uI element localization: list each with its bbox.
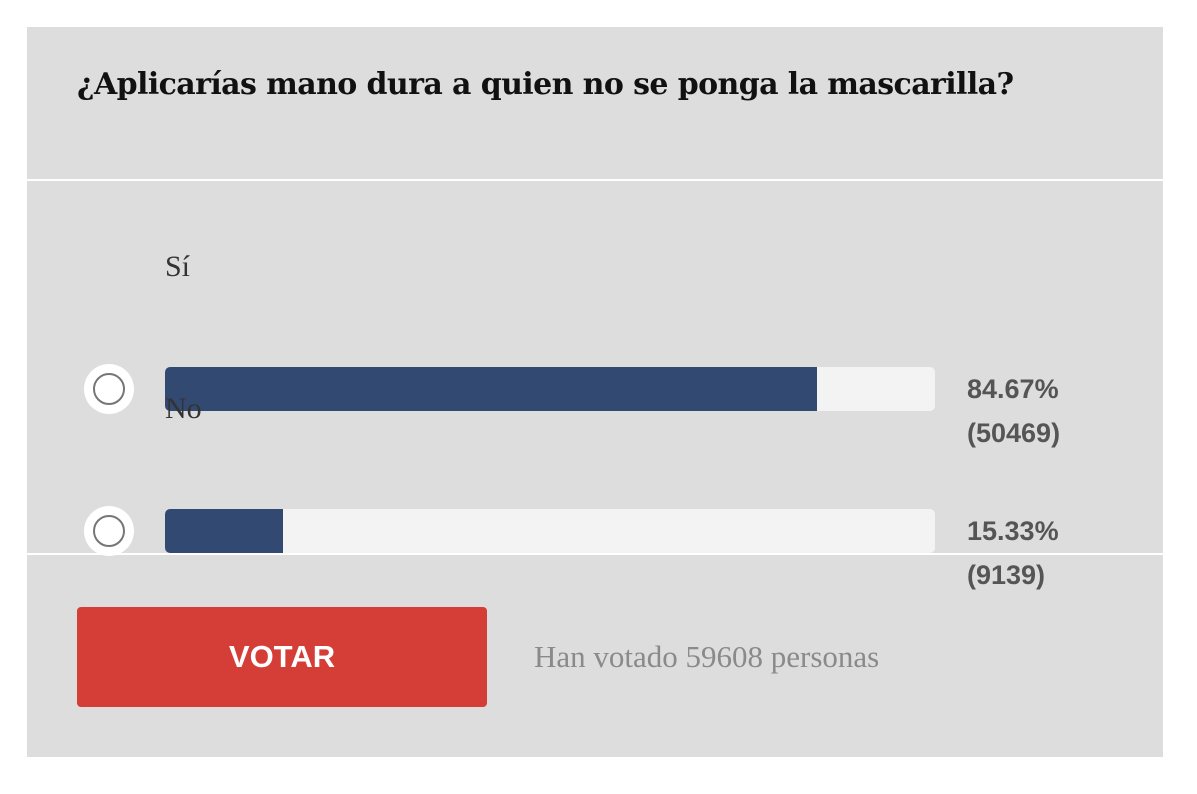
option-percent: 84.67% xyxy=(967,374,1059,404)
poll-header: ¿Aplicarías mano dura a quien no se pong… xyxy=(27,27,1163,181)
result-bar-track xyxy=(165,509,935,553)
option-result: 15.33% (9139) xyxy=(967,509,1059,597)
result-bar-fill xyxy=(165,509,284,553)
total-votes-text: Han votado 59608 personas xyxy=(534,639,880,674)
radio-option-no[interactable] xyxy=(84,506,134,556)
option-label: Sí xyxy=(165,250,191,283)
option-votes: (50469) xyxy=(967,418,1061,448)
option-votes: (9139) xyxy=(967,560,1046,590)
poll-footer: VOTAR Han votado 59608 personas xyxy=(27,555,1163,757)
vote-button[interactable]: VOTAR xyxy=(77,607,487,707)
radio-circle-icon xyxy=(93,515,125,547)
poll-options: Sí 84.67% (50469) No 15.33% (9139) xyxy=(27,181,1163,590)
option-percent: 15.33% xyxy=(967,516,1059,546)
result-bar-fill xyxy=(165,367,817,411)
radio-option-si[interactable] xyxy=(84,364,134,414)
poll-option-si: Sí 84.67% (50469) xyxy=(27,249,1163,448)
option-label: No xyxy=(165,392,202,425)
result-bar-track xyxy=(165,367,935,411)
poll-widget: ¿Aplicarías mano dura a quien no se pong… xyxy=(27,27,1163,757)
poll-option-no: No 15.33% (9139) xyxy=(27,391,1163,590)
poll-question: ¿Aplicarías mano dura a quien no se pong… xyxy=(77,67,1014,102)
option-result: 84.67% (50469) xyxy=(967,367,1060,455)
radio-circle-icon xyxy=(93,373,125,405)
